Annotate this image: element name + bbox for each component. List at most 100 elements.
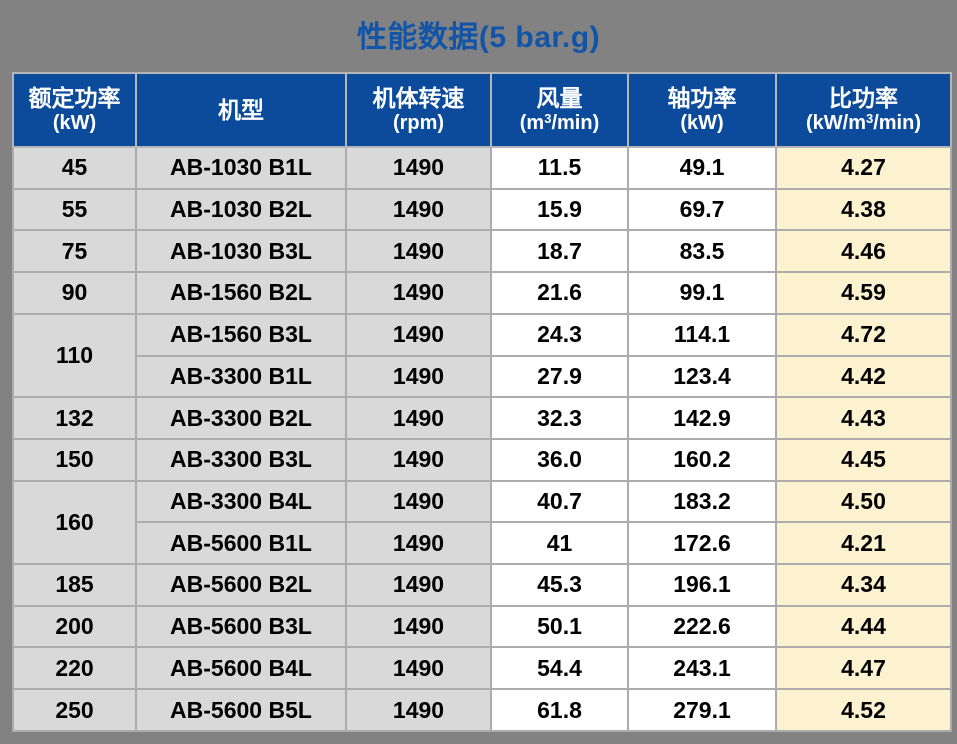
column-unit: (kW) <box>680 111 724 134</box>
cell-model: AB-1560 B2L <box>135 271 347 315</box>
cell-model: AB-3300 B4L <box>135 479 347 524</box>
cell-shaft-power: 142.9 <box>627 396 777 440</box>
cell-shaft-power: 99.1 <box>627 271 777 315</box>
column-unit: (kW) <box>52 111 97 134</box>
cell-specific-power: 4.27 <box>775 146 952 190</box>
cell-rated-power: 150 <box>12 437 137 482</box>
cell-flow: 40.7 <box>490 479 629 524</box>
table-row: AB-5600 B1L 1490 41 172.6 4.21 <box>13 521 952 566</box>
cell-rpm: 1490 <box>345 354 492 399</box>
cell-specific-power: 4.44 <box>775 604 952 649</box>
cell-rated-power: 220 <box>12 646 137 691</box>
cell-rpm: 1490 <box>345 688 492 732</box>
cell-model: AB-5600 B4L <box>135 646 347 691</box>
cell-model: AB-1560 B3L <box>135 312 347 357</box>
cell-rated-power: 250 <box>12 688 137 732</box>
cell-specific-power: 4.52 <box>775 688 952 732</box>
column-title: 比功率 <box>829 85 898 112</box>
table-row: 132 AB-3300 B2L 1490 32.3 142.9 4.43 <box>12 396 952 440</box>
cell-shaft-power: 49.1 <box>627 146 777 190</box>
column-title: 风量 <box>536 85 583 112</box>
cell-flow: 24.3 <box>490 312 629 357</box>
cell-flow: 54.4 <box>490 646 629 691</box>
cell-rpm: 1490 <box>345 312 492 357</box>
cell-rpm: 1490 <box>345 479 492 524</box>
cell-rpm: 1490 <box>345 604 492 649</box>
table-row: 90 AB-1560 B2L 1490 21.6 99.1 4.59 <box>12 271 952 315</box>
table-row: 110 AB-1560 B3L 1490 24.3 114.1 4.72 <box>12 312 952 399</box>
cell-model: AB-5600 B5L <box>135 688 347 732</box>
cell-specific-power: 4.59 <box>775 271 952 315</box>
cell-rpm: 1490 <box>345 229 492 274</box>
cell-shaft-power: 123.4 <box>627 354 777 399</box>
table-row: 45 AB-1030 B1L 1490 11.5 49.1 4.27 <box>12 146 952 190</box>
column-title: 轴功率 <box>667 85 737 112</box>
cell-model: AB-3300 B1L <box>135 354 347 399</box>
cell-flow: 32.3 <box>490 396 629 440</box>
table-row: 250 AB-5600 B5L 1490 61.8 279.1 4.52 <box>12 688 952 732</box>
cell-shaft-power: 69.7 <box>627 187 777 232</box>
cell-specific-power: 4.38 <box>775 187 952 232</box>
cell-model: AB-3300 B2L <box>135 396 347 440</box>
column-title: 机体转速 <box>372 85 465 112</box>
cell-shaft-power: 183.2 <box>627 479 777 524</box>
cell-specific-power: 4.72 <box>775 312 952 357</box>
cell-flow: 50.1 <box>490 604 629 649</box>
cell-rpm: 1490 <box>345 563 492 607</box>
table-row: 150 AB-3300 B3L 1490 36.0 160.2 4.45 <box>12 437 952 482</box>
table-row: 220 AB-5600 B4L 1490 54.4 243.1 4.47 <box>12 646 952 691</box>
cell-rated-power: 75 <box>12 229 137 274</box>
cell-flow: 11.5 <box>490 146 629 190</box>
cell-model: AB-1030 B3L <box>135 229 347 274</box>
page-title: 性能数据(5 bar.g) <box>356 21 601 54</box>
cell-flow: 36.0 <box>490 437 629 482</box>
cell-model: AB-5600 B2L <box>135 563 347 607</box>
cell-model: AB-5600 B1L <box>135 521 347 566</box>
cell-flow: 21.6 <box>490 271 629 315</box>
cell-rated-power: 200 <box>12 604 137 649</box>
cell-model: AB-3300 B3L <box>135 437 347 482</box>
column-unit: (m3/min) <box>519 110 600 134</box>
cell-specific-power: 4.47 <box>775 646 952 691</box>
table-row: 200 AB-5600 B3L 1490 50.1 222.6 4.44 <box>12 604 952 649</box>
column-unit: (rpm) <box>392 111 445 134</box>
column-header-shaft-power: 轴功率 (kW) <box>627 72 777 148</box>
cell-rated-power: 185 <box>12 563 137 607</box>
cell-specific-power: 4.50 <box>775 479 952 524</box>
cell-model: AB-5600 B3L <box>135 604 347 649</box>
cell-specific-power: 4.45 <box>775 437 952 482</box>
cell-rpm: 1490 <box>345 521 492 566</box>
cell-specific-power: 4.34 <box>775 563 952 607</box>
cell-rated-power: 55 <box>12 187 137 232</box>
table-row: 75 AB-1030 B3L 1490 18.7 83.5 4.46 <box>12 229 952 274</box>
cell-model: AB-1030 B1L <box>135 146 347 190</box>
cell-shaft-power: 172.6 <box>627 521 777 566</box>
performance-data-table: 额定功率 (kW) 机型 机体转速 (rpm) 风量 (m3/min) 轴功率 (kW) 比功率(… <box>12 72 952 732</box>
table-body: 45 AB-1030 B1L 1490 11.5 49.1 4.27 55 AB-1030 B… <box>12 146 952 732</box>
cell-specific-power: 4.46 <box>775 229 952 274</box>
cell-rated-power: 45 <box>12 146 137 190</box>
cell-rpm: 1490 <box>345 187 492 232</box>
cell-shaft-power: 83.5 <box>627 229 777 274</box>
cell-flow: 15.9 <box>490 187 629 232</box>
column-header-model: 机型 <box>135 72 347 148</box>
cell-rated-power: 90 <box>12 271 137 315</box>
cell-rpm: 1490 <box>345 271 492 315</box>
table-row: 185 AB-5600 B2L 1490 45.3 196.1 4.34 <box>12 563 952 607</box>
cell-rated-power: 110 <box>12 312 137 399</box>
cell-rpm: 1490 <box>345 646 492 691</box>
table-row: 55 AB-1030 B2L 1490 15.9 69.7 4.38 <box>12 187 952 232</box>
cell-flow: 45.3 <box>490 563 629 607</box>
column-header-rated-power: 额定功率 (kW) <box>12 72 137 148</box>
column-title: 额定功率 <box>28 85 121 112</box>
cell-flow: 61.8 <box>490 688 629 732</box>
column-header-rpm: 机体转速 (rpm) <box>345 72 492 148</box>
cell-rated-power: 132 <box>12 396 137 440</box>
cell-rpm: 1490 <box>345 437 492 482</box>
cell-flow: 41 <box>490 521 629 566</box>
cell-shaft-power: 196.1 <box>627 563 777 607</box>
cell-shaft-power: 222.6 <box>627 604 777 649</box>
cell-shaft-power: 243.1 <box>627 646 777 691</box>
column-unit: (kW/m3/min) <box>805 110 921 134</box>
cell-specific-power: 4.42 <box>775 354 952 399</box>
